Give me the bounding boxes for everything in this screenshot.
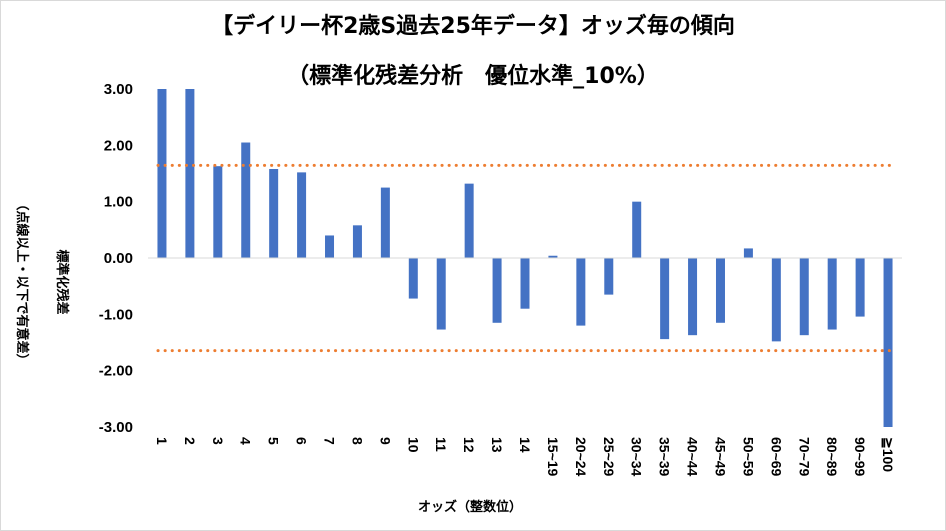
bar — [352, 225, 362, 258]
x-tick-label: 35~39 — [657, 437, 673, 477]
x-tick-label: 7 — [322, 437, 338, 445]
y-tick-label: 0.00 — [104, 250, 133, 267]
bar — [771, 258, 781, 342]
bar — [213, 166, 223, 258]
bar — [604, 258, 614, 295]
x-tick-label: 80~89 — [824, 437, 840, 477]
y-tick-label: -2.00 — [99, 363, 133, 380]
chart-subtitle: （標準化残差分析 優位水準_10%） — [287, 64, 659, 89]
x-axis-label: オッズ（整数位） — [418, 499, 522, 515]
x-tick-label: 9 — [377, 437, 393, 445]
threshold-lines — [156, 163, 892, 353]
x-tick-label: 60~69 — [768, 437, 784, 477]
bar — [576, 258, 586, 326]
bar — [688, 258, 698, 336]
y-tick-label: -3.00 — [99, 419, 133, 436]
x-tick-label: 2 — [182, 437, 198, 445]
bar — [827, 258, 837, 330]
bar — [269, 168, 279, 258]
bar-series — [157, 89, 893, 427]
y-axis-label: 標準化残差 — [54, 249, 70, 314]
bar — [632, 201, 642, 258]
bar — [660, 258, 670, 340]
x-tick-label: 6 — [294, 437, 310, 445]
x-tick-label: 11 — [433, 437, 449, 452]
bar — [157, 89, 167, 258]
x-tick-label: 12 — [461, 437, 477, 453]
x-tick-label: 70~79 — [796, 437, 812, 477]
bar — [715, 258, 725, 323]
x-tick-label: 10 — [405, 437, 421, 453]
chart-title: 【デイリー杯2歳S過去25年データ】オッズ毎の傾向 — [211, 14, 735, 39]
x-tick-label: 8 — [349, 437, 365, 445]
x-axis-ticks: 1 2 3 4 5 6 7 8 9 10 11 12 13 14 15~19 20~24 25~29 30~34 3… — [154, 437, 896, 477]
x-tick-label: ≧100 — [880, 437, 896, 472]
bar — [436, 258, 446, 330]
y-tick-label: 2.00 — [104, 137, 133, 154]
y-tick-label: 1.00 — [104, 194, 133, 211]
x-tick-label: 14 — [517, 437, 533, 453]
bar — [492, 258, 502, 323]
x-tick-label: 13 — [489, 437, 505, 453]
y-tick-label: 3.00 — [104, 81, 133, 98]
bar — [297, 172, 307, 258]
bar — [883, 258, 893, 427]
bar — [325, 235, 335, 258]
x-tick-label: 3 — [210, 437, 226, 445]
x-tick-label: 40~44 — [685, 437, 701, 477]
bar — [380, 187, 390, 258]
x-tick-label: 5 — [266, 437, 282, 445]
bar — [185, 89, 195, 258]
x-tick-label: 25~29 — [601, 437, 617, 477]
bar — [241, 142, 251, 258]
bar — [408, 258, 418, 299]
x-tick-label: 20~24 — [573, 437, 589, 477]
bar — [464, 183, 474, 258]
y-axis-ticks: 3.00 2.00 1.00 0.00 -1.00 -2.00 -3.00 — [99, 81, 133, 436]
x-tick-label: 1 — [154, 437, 170, 445]
x-tick-label: 45~49 — [712, 437, 728, 477]
bar — [520, 258, 530, 309]
bar — [855, 258, 865, 317]
bar — [799, 258, 809, 336]
bar — [548, 255, 558, 258]
x-tick-label: 30~34 — [629, 437, 645, 477]
x-tick-label: 15~19 — [545, 437, 561, 477]
x-tick-label: 50~59 — [740, 437, 756, 477]
x-tick-label: 4 — [238, 437, 254, 445]
y-axis-note: （点線以上・以下で有意差） — [14, 197, 30, 366]
bar — [743, 248, 753, 258]
x-tick-label: 90~99 — [852, 437, 868, 477]
y-tick-label: -1.00 — [99, 306, 133, 323]
